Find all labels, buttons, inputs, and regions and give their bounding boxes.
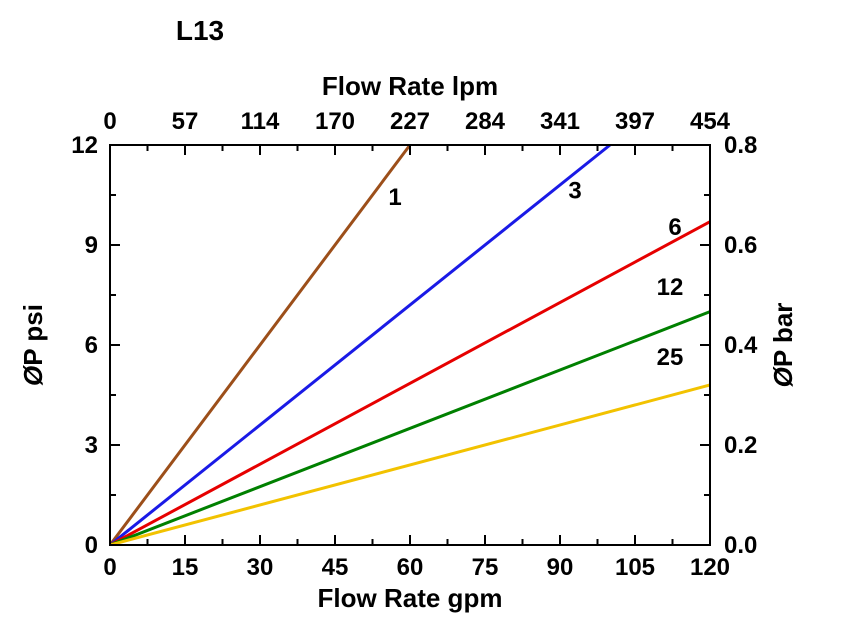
tick-label-bottom: 30 bbox=[247, 554, 274, 581]
tick-label-right: 0.4 bbox=[724, 332, 758, 359]
tick-label-right: 0.6 bbox=[724, 232, 757, 259]
tick-label-top: 170 bbox=[315, 108, 355, 135]
series-label-1: 1 bbox=[388, 184, 401, 211]
series-label-25: 25 bbox=[657, 344, 684, 371]
tick-label-top: 227 bbox=[390, 108, 430, 135]
tick-label-right: 0.8 bbox=[724, 132, 757, 159]
tick-label-top: 284 bbox=[465, 108, 506, 135]
tick-label-left: 12 bbox=[71, 132, 98, 159]
tick-label-bottom: 60 bbox=[397, 554, 424, 581]
tick-label-top: 454 bbox=[690, 108, 731, 135]
series-line-25 bbox=[110, 385, 710, 545]
tick-label-right: 0.0 bbox=[724, 532, 757, 559]
chart-title: L13 bbox=[176, 15, 224, 46]
chart-container: 0153045607590105120Flow Rate gpm05711417… bbox=[0, 0, 854, 642]
series-line-3 bbox=[110, 145, 610, 545]
tick-label-bottom: 15 bbox=[172, 554, 199, 581]
tick-label-left: 9 bbox=[85, 232, 98, 259]
tick-label-top: 57 bbox=[172, 108, 199, 135]
tick-label-left: 3 bbox=[85, 432, 98, 459]
axis-label-right: ØP bar bbox=[768, 303, 798, 388]
series-label-3: 3 bbox=[568, 177, 581, 204]
tick-label-top: 341 bbox=[540, 108, 580, 135]
tick-label-top: 0 bbox=[103, 108, 116, 135]
pressure-flow-chart: 0153045607590105120Flow Rate gpm05711417… bbox=[0, 0, 854, 642]
axis-label-left: ØP psi bbox=[18, 304, 48, 386]
axis-label-top: Flow Rate lpm bbox=[322, 71, 498, 101]
series-label-12: 12 bbox=[657, 274, 684, 301]
tick-label-left: 6 bbox=[85, 332, 98, 359]
series-line-12 bbox=[110, 312, 710, 545]
series-line-1 bbox=[110, 145, 410, 545]
series-line-6 bbox=[110, 222, 710, 545]
tick-label-top: 114 bbox=[241, 108, 280, 135]
tick-label-bottom: 45 bbox=[322, 554, 349, 581]
series-label-6: 6 bbox=[668, 214, 681, 241]
plot-border bbox=[110, 145, 710, 545]
axis-label-bottom: Flow Rate gpm bbox=[318, 583, 503, 613]
tick-label-left: 0 bbox=[85, 532, 98, 559]
tick-label-top: 397 bbox=[615, 108, 655, 135]
tick-label-bottom: 0 bbox=[103, 554, 116, 581]
tick-label-right: 0.2 bbox=[724, 432, 757, 459]
tick-label-bottom: 75 bbox=[472, 554, 499, 581]
tick-label-bottom: 90 bbox=[547, 554, 574, 581]
tick-label-bottom: 105 bbox=[615, 554, 655, 581]
